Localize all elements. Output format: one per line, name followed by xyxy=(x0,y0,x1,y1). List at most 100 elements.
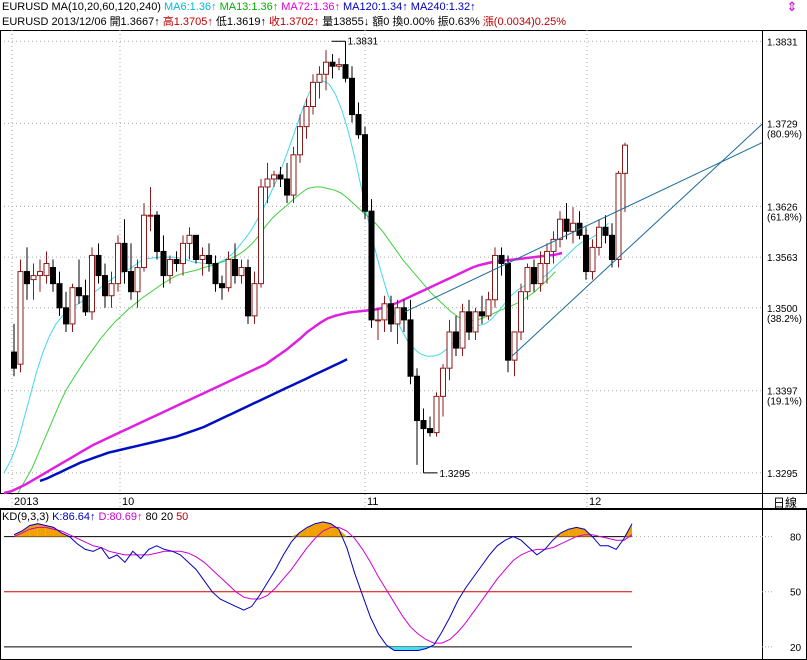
candle-body xyxy=(89,254,95,313)
ma-line-MA72 xyxy=(3,251,563,495)
kd-overbought-fill-69 xyxy=(560,529,569,537)
candle-70 xyxy=(466,299,472,341)
candle-33 xyxy=(225,251,232,292)
candle-66 xyxy=(440,364,446,417)
candle-body xyxy=(271,174,277,180)
candle-body xyxy=(544,250,550,265)
candle-body xyxy=(570,222,576,232)
candle-64 xyxy=(427,416,433,437)
price-tick-label-7: (38.2%) xyxy=(767,314,802,325)
kd-panel: 20 50 80 xyxy=(0,509,807,660)
candle-body xyxy=(498,254,505,265)
candle-4 xyxy=(37,259,43,292)
candle-body xyxy=(323,61,329,75)
candle-body xyxy=(277,174,284,180)
candle-body xyxy=(329,61,336,67)
candle-body xyxy=(433,395,440,434)
kd-tick-label-1: 50 xyxy=(790,588,802,599)
quote-line: EURUSD 2013/12/06 開1.3667↑ 高1.3705↑ 低1.3619… xyxy=(2,16,569,29)
ma-value-3: MA120:1.34↑ xyxy=(342,1,408,13)
kd-oversold-fill-50 xyxy=(410,646,419,651)
candle-body xyxy=(303,105,310,128)
candle-body xyxy=(193,234,199,260)
candle-25 xyxy=(173,251,180,272)
candle-31 xyxy=(212,255,219,292)
candle-74 xyxy=(492,247,498,308)
candle-body xyxy=(154,214,160,252)
candle-55 xyxy=(368,199,375,328)
candle-61 xyxy=(407,299,414,385)
candle-6 xyxy=(50,259,56,292)
candle-body xyxy=(180,242,186,265)
candle-35 xyxy=(238,259,245,284)
candle-57 xyxy=(381,295,388,332)
candle-body xyxy=(128,271,134,293)
candle-body xyxy=(245,267,251,317)
candle-body xyxy=(557,218,563,240)
candle-0 xyxy=(11,323,17,377)
candle-body xyxy=(466,311,472,333)
candle-body xyxy=(264,178,271,188)
candle-54 xyxy=(362,126,368,220)
candle-body xyxy=(173,258,180,265)
x-label-0: 2013 xyxy=(14,496,38,508)
candle-65 xyxy=(433,392,440,437)
period-label[interactable]: 日線 xyxy=(772,496,797,510)
candle-body xyxy=(50,267,56,285)
candle-body xyxy=(342,64,349,79)
candle-21 xyxy=(147,187,154,232)
candle-body xyxy=(316,73,323,83)
candle-body xyxy=(427,428,433,434)
candle-body xyxy=(258,186,264,285)
candle-body xyxy=(37,271,43,277)
kd-legend: KD(9,3,3) K:86.64↑ D:80.69↑ 80 20 50 xyxy=(2,511,191,524)
candle-body xyxy=(232,258,238,277)
candle-body xyxy=(381,303,388,321)
candle-17 xyxy=(121,219,128,284)
candle-85 xyxy=(563,203,570,240)
ma-line-MA120 xyxy=(39,358,348,483)
candle-body xyxy=(212,263,219,285)
candle-67 xyxy=(446,319,453,381)
candle-87 xyxy=(576,211,583,240)
price-tick-label-5: 1.3563 xyxy=(767,253,798,264)
candle-10 xyxy=(76,259,82,304)
candle-body xyxy=(615,172,622,260)
candle-23 xyxy=(160,235,167,288)
candle-36 xyxy=(245,259,251,324)
candle-28 xyxy=(193,234,199,264)
candle-body xyxy=(95,254,102,277)
candle-body xyxy=(115,242,121,285)
ma-value-1: MA13:1.36↑ xyxy=(219,1,279,13)
price-frame xyxy=(0,30,807,494)
low-annotation: 1.3295 xyxy=(440,469,471,480)
candle-40 xyxy=(271,170,277,188)
candle-14 xyxy=(102,263,108,308)
candle-51 xyxy=(342,41,349,83)
candle-body xyxy=(238,267,245,277)
x-label-3: 12 xyxy=(589,496,601,508)
candle-12 xyxy=(89,247,95,320)
quote-field-4: 收1.3702↑ xyxy=(269,16,320,28)
candle-body xyxy=(440,367,446,397)
chevron-up-down-icon[interactable]: ⇕ xyxy=(786,0,798,14)
candle-71 xyxy=(472,307,479,341)
candle-37 xyxy=(251,271,258,324)
candle-body xyxy=(609,234,615,260)
candle-1 xyxy=(17,259,24,373)
kd-oversold-fill-48 xyxy=(394,646,403,651)
candle-22 xyxy=(154,211,160,260)
candle-2 xyxy=(24,247,30,300)
candle-body xyxy=(622,144,628,174)
candle-18 xyxy=(128,243,134,300)
quote-field-6: 額0 xyxy=(372,16,390,28)
candle-11 xyxy=(82,279,89,316)
candle-body xyxy=(420,420,427,430)
price-tick-label-8: 1.3397 xyxy=(767,387,798,398)
candle-body xyxy=(310,81,316,107)
candle-62 xyxy=(414,368,420,465)
candle-body xyxy=(141,214,147,269)
candle-47 xyxy=(316,66,323,99)
quote-field-8: 振0.63% xyxy=(437,16,480,28)
